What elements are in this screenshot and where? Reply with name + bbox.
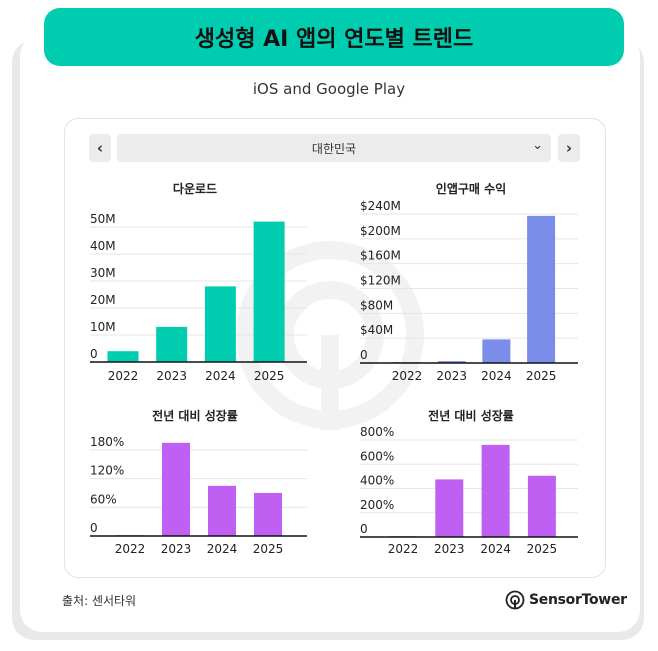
bar-2022: [107, 351, 139, 362]
chart-panel: [64, 118, 606, 578]
x-tick-label: 2024: [481, 369, 512, 383]
y-tick-label: 120%: [90, 464, 124, 478]
bar-2024: [482, 339, 511, 363]
chart-title: 다운로드: [173, 181, 217, 196]
brand-logo: SensorTower: [505, 590, 627, 610]
y-tick-label: $120M: [360, 274, 401, 288]
x-tick-label: 2025: [254, 369, 285, 383]
brand-name: SensorTower: [529, 592, 627, 608]
y-tick-label: 30M: [90, 266, 116, 280]
y-tick-label: 20M: [90, 293, 116, 307]
prev-country-button[interactable]: ‹: [89, 134, 111, 162]
x-tick-label: 2025: [253, 542, 284, 556]
x-tick-label: 2025: [527, 542, 558, 556]
bar-2024: [208, 485, 236, 536]
x-tick-label: 2023: [436, 369, 467, 383]
bar-2025: [527, 215, 556, 363]
y-tick-label: $160M: [360, 249, 401, 263]
x-tick-label: 2023: [161, 542, 192, 556]
bar-2025: [254, 493, 282, 536]
x-tick-label: 2024: [207, 542, 238, 556]
y-tick-label: 40M: [90, 239, 116, 253]
bar-2024: [204, 286, 236, 362]
chevron-left-icon: ‹: [96, 139, 104, 157]
y-tick-label: 10M: [90, 320, 116, 334]
x-tick-label: 2023: [156, 369, 187, 383]
bar-2023: [435, 479, 464, 537]
x-tick-label: 2025: [526, 369, 557, 383]
page-title: 생성형 AI 앱의 연도별 트렌드: [44, 8, 624, 66]
y-tick-label: 0: [90, 521, 98, 535]
y-tick-label: 200%: [360, 498, 394, 512]
y-tick-label: $80M: [360, 298, 393, 312]
bar-2025: [527, 475, 556, 537]
y-tick-label: 0: [90, 347, 98, 361]
country-select[interactable]: 대한민국 ⌄: [117, 134, 551, 162]
bar-2025: [253, 221, 285, 362]
next-country-button[interactable]: ›: [558, 134, 580, 162]
country-select-value: 대한민국: [311, 141, 357, 156]
chevron-down-icon: ⌄: [532, 138, 543, 153]
y-tick-label: 400%: [360, 474, 394, 488]
bar-2024: [481, 444, 510, 537]
x-tick-label: 2022: [115, 542, 146, 556]
sensortower-logo-icon: [505, 590, 525, 610]
y-tick-label: 600%: [360, 449, 394, 463]
bar-2023: [156, 326, 188, 362]
y-tick-label: 50M: [90, 212, 116, 226]
page-subtitle: iOS and Google Play: [252, 80, 406, 98]
y-tick-label: 800%: [360, 425, 394, 439]
y-tick-label: 180%: [90, 435, 124, 449]
chart-title: 전년 대비 성장률: [428, 408, 514, 423]
y-tick-label: 0: [360, 522, 368, 536]
x-tick-label: 2023: [434, 542, 465, 556]
x-tick-label: 2024: [205, 369, 236, 383]
x-tick-label: 2022: [392, 369, 423, 383]
chevron-right-icon: ›: [565, 139, 573, 157]
x-tick-label: 2024: [480, 542, 511, 556]
y-tick-label: 0: [360, 348, 368, 362]
bar-2023: [162, 442, 190, 536]
y-tick-label: $240M: [360, 199, 401, 213]
x-tick-label: 2022: [108, 369, 139, 383]
chart-title: 전년 대비 성장률: [152, 408, 238, 423]
y-tick-label: $200M: [360, 224, 401, 238]
x-tick-label: 2022: [388, 542, 419, 556]
y-tick-label: $40M: [360, 323, 393, 337]
bar-2023: [437, 361, 466, 363]
y-tick-label: 60%: [90, 492, 117, 506]
chart-title: 인앱구매 수익: [436, 181, 506, 196]
source-note: 출처: 센서타워: [62, 594, 137, 608]
